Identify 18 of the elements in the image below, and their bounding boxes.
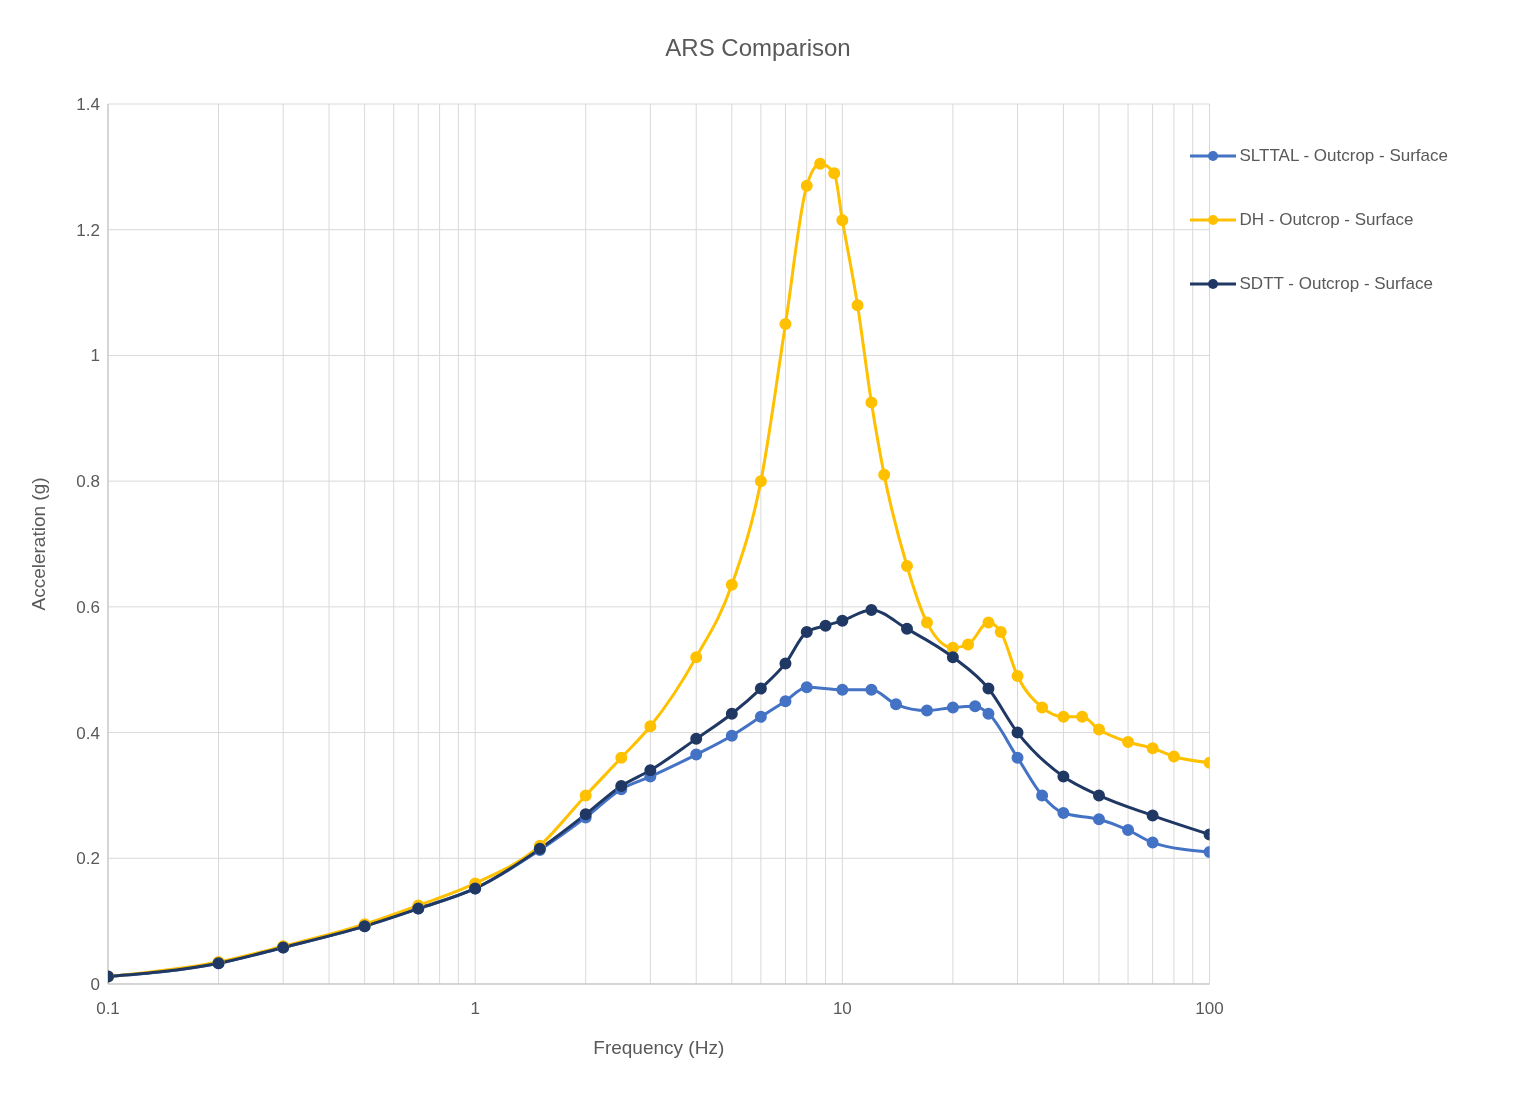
legend-label: DH - Outcrop - Surface xyxy=(1239,210,1414,230)
x-tick-label: 0.1 xyxy=(96,999,120,1019)
legend-label: SDTT - Outcrop - Surface xyxy=(1239,274,1433,294)
y-tick-label: 1.2 xyxy=(76,220,100,240)
x-tick-label: 1 xyxy=(470,999,480,1019)
x-axis-title: Frequency (Hz) xyxy=(593,1037,725,1058)
x-tick-label: 100 xyxy=(1195,999,1224,1019)
y-tick-label: 0 xyxy=(90,975,100,995)
y-tick-label: 0.4 xyxy=(76,723,100,743)
x-tick-label: 10 xyxy=(832,999,852,1019)
y-tick-label: 0.2 xyxy=(76,849,100,869)
chart-title: ARS Comparison xyxy=(664,33,852,63)
y-axis-title: Acceleration (g) xyxy=(27,477,49,611)
y-tick-label: 0.6 xyxy=(76,597,100,617)
y-tick-label: 0.8 xyxy=(76,472,100,492)
legend-label: SLTTAL - Outcrop - Surface xyxy=(1239,146,1448,166)
y-tick-label: 1 xyxy=(90,346,100,366)
y-tick-label: 1.4 xyxy=(76,95,100,115)
